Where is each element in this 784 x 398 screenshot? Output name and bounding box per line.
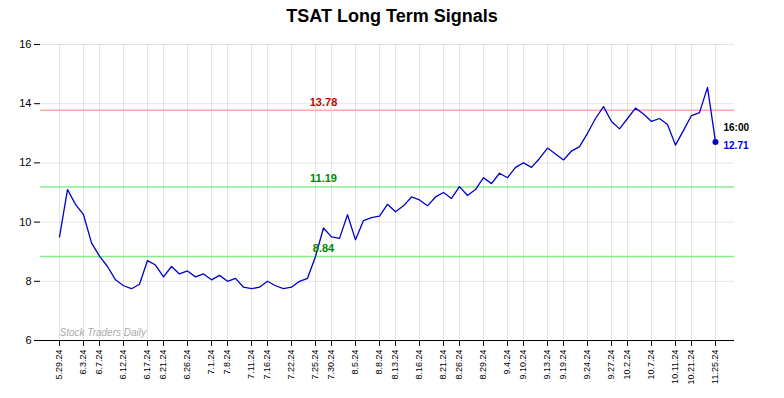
- svg-text:6.21.24: 6.21.24: [158, 350, 168, 380]
- svg-text:13.78: 13.78: [310, 96, 338, 108]
- svg-text:8: 8: [25, 275, 31, 287]
- svg-text:10.7.24: 10.7.24: [646, 350, 656, 380]
- svg-text:Stock Traders Daily: Stock Traders Daily: [60, 327, 148, 338]
- svg-text:9.24.24: 9.24.24: [582, 350, 592, 380]
- svg-text:8.16.24: 8.16.24: [414, 350, 424, 380]
- svg-text:8.21.24: 8.21.24: [438, 350, 448, 380]
- svg-text:9.10.24: 9.10.24: [518, 350, 528, 380]
- svg-text:11.19: 11.19: [310, 172, 337, 184]
- svg-text:10.2.24: 10.2.24: [622, 350, 632, 380]
- svg-text:8.13.24: 8.13.24: [390, 350, 400, 380]
- svg-text:9.13.24: 9.13.24: [542, 350, 552, 380]
- svg-text:10.11.24: 10.11.24: [670, 350, 680, 384]
- svg-text:7.16.24: 7.16.24: [262, 350, 272, 380]
- svg-text:7.11.24: 7.11.24: [246, 350, 256, 379]
- svg-text:11.25.24: 11.25.24: [710, 350, 720, 384]
- svg-text:6.26.24: 6.26.24: [182, 350, 192, 380]
- svg-text:10.21.24: 10.21.24: [686, 350, 696, 385]
- svg-text:7.8.24: 7.8.24: [222, 350, 232, 375]
- svg-text:6: 6: [25, 334, 31, 346]
- svg-text:6.12.24: 6.12.24: [118, 350, 128, 380]
- svg-text:7.1.24: 7.1.24: [206, 350, 216, 375]
- svg-text:9.4.24: 9.4.24: [502, 350, 512, 375]
- svg-text:9.19.24: 9.19.24: [558, 350, 568, 380]
- svg-text:7.30.24: 7.30.24: [326, 350, 336, 380]
- svg-text:8.8.24: 8.8.24: [374, 350, 384, 375]
- svg-text:16:00: 16:00: [724, 122, 750, 133]
- svg-text:12.71: 12.71: [724, 140, 749, 151]
- svg-text:7.25.24: 7.25.24: [310, 350, 320, 380]
- svg-text:6.7.24: 6.7.24: [94, 350, 104, 375]
- svg-text:14: 14: [19, 97, 31, 109]
- svg-text:8.26.24: 8.26.24: [454, 350, 464, 380]
- svg-text:6.3.24: 6.3.24: [78, 350, 88, 375]
- svg-text:6.17.24: 6.17.24: [142, 350, 152, 380]
- svg-text:7.22.24: 7.22.24: [286, 350, 296, 380]
- svg-text:10: 10: [19, 216, 31, 228]
- svg-text:8.5.24: 8.5.24: [350, 350, 360, 375]
- svg-text:9.27.24: 9.27.24: [606, 350, 616, 380]
- svg-text:8.29.24: 8.29.24: [478, 350, 488, 380]
- svg-text:5.29.24: 5.29.24: [54, 350, 64, 380]
- svg-text:8.84: 8.84: [313, 242, 335, 254]
- html-text:TSAT Long Term Signals: TSAT Long Term Signals: [286, 6, 498, 26]
- svg-text:12: 12: [19, 156, 31, 168]
- svg-text:16: 16: [19, 38, 31, 50]
